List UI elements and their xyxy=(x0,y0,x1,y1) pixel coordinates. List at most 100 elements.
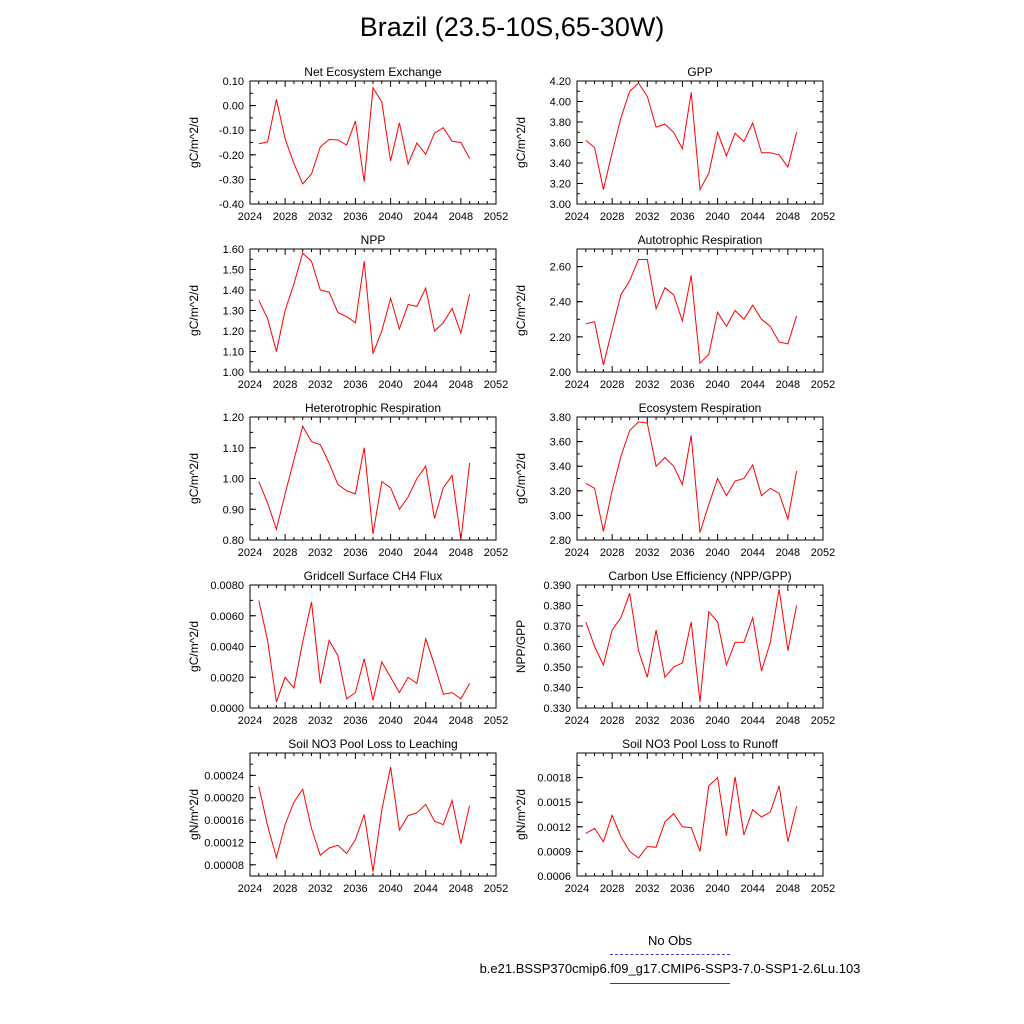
x-tick-label: 2040 xyxy=(378,883,402,895)
y-tick-label: 0.330 xyxy=(543,703,571,715)
y-tick-label: 2.80 xyxy=(550,535,571,547)
x-tick-label: 2048 xyxy=(776,211,800,223)
x-tick-label: 2040 xyxy=(705,547,729,559)
x-tick-label: 2028 xyxy=(273,883,297,895)
y-tick-label: 1.60 xyxy=(223,244,244,256)
x-tick-label: 2024 xyxy=(565,715,589,727)
y-tick-label: 3.00 xyxy=(550,510,571,522)
x-tick-label: 2044 xyxy=(413,547,437,559)
y-tick-label: 1.10 xyxy=(223,443,244,455)
x-tick-label: 2028 xyxy=(273,379,297,391)
plot-frame xyxy=(249,752,497,877)
x-tick-label: 2028 xyxy=(273,547,297,559)
series-line xyxy=(585,776,798,859)
x-tick-label: 2028 xyxy=(273,211,297,223)
x-tick-label: 2024 xyxy=(565,379,589,391)
y-tick-label: 0.0000 xyxy=(210,703,244,715)
y-axis-label: NPP/GPP xyxy=(514,620,528,673)
x-tick-label: 2044 xyxy=(740,211,764,223)
y-tick-label: 3.40 xyxy=(550,158,571,170)
panel-title: Soil NO3 Pool Loss to Runoff xyxy=(622,737,779,751)
y-axis-label: gN/m^2/d xyxy=(514,789,528,840)
y-tick-label: -0.40 xyxy=(219,199,244,211)
y-tick-label: 1.20 xyxy=(223,412,244,424)
x-tick-label: 2052 xyxy=(811,379,835,391)
y-axis-label: gC/m^2/d xyxy=(187,453,201,504)
y-tick-label: 0.00016 xyxy=(204,815,244,827)
x-tick-label: 2036 xyxy=(670,211,694,223)
y-tick-label: 3.60 xyxy=(550,437,571,449)
y-tick-label: 3.80 xyxy=(550,117,571,129)
x-tick-label: 2048 xyxy=(449,211,473,223)
legend-case-label: b.e21.BSSP370cmip6.f09_g17.CMIP6-SSP3-7.… xyxy=(479,961,861,976)
panel-title: Net Ecosystem Exchange xyxy=(304,65,442,79)
x-tick-label: 2044 xyxy=(740,379,764,391)
x-tick-label: 2048 xyxy=(776,883,800,895)
x-tick-label: 2032 xyxy=(635,883,659,895)
x-tick-label: 2048 xyxy=(449,715,473,727)
x-tick-label: 2024 xyxy=(565,883,589,895)
y-tick-label: 1.10 xyxy=(223,347,244,359)
y-tick-label: 0.0006 xyxy=(537,871,571,883)
x-tick-label: 2036 xyxy=(343,883,367,895)
y-tick-label: 0.00012 xyxy=(204,837,244,849)
x-tick-label: 2044 xyxy=(413,883,437,895)
y-tick-label: 0.0040 xyxy=(210,642,244,654)
chart-panel: Carbon Use Efficiency (NPP/GPP) NPP/GPP 20… xyxy=(514,569,835,727)
y-tick-label: 0.00020 xyxy=(204,793,244,805)
y-tick-label: 2.60 xyxy=(550,262,571,274)
y-tick-label: 0.0012 xyxy=(537,822,571,834)
y-axis-label: gC/m^2/d xyxy=(514,285,528,336)
panel-title: NPP xyxy=(361,233,386,247)
x-tick-label: 2044 xyxy=(740,715,764,727)
x-tick-label: 2036 xyxy=(670,379,694,391)
y-tick-label: 0.00 xyxy=(223,101,244,113)
x-tick-label: 2052 xyxy=(484,883,508,895)
series-line xyxy=(585,82,798,192)
y-tick-label: 0.360 xyxy=(543,642,571,654)
series-line xyxy=(585,421,798,533)
chart-panel: NPP gC/m^2/d 2024 2028 2032 2036 2040 2044 2048 2… xyxy=(187,233,508,391)
y-tick-label: 0.80 xyxy=(223,535,244,547)
x-tick-label: 2048 xyxy=(776,379,800,391)
y-axis-label: gC/m^2/d xyxy=(187,117,201,168)
plot-frame xyxy=(576,416,824,541)
x-tick-label: 2032 xyxy=(635,211,659,223)
y-tick-label: 0.0060 xyxy=(210,611,244,623)
y-tick-label: 1.40 xyxy=(223,285,244,297)
y-tick-label: 0.370 xyxy=(543,621,571,633)
chart-panel: Soil NO3 Pool Loss to Runoff gN/m^2/d 2024… xyxy=(514,737,835,895)
legend-obs-line xyxy=(610,954,730,955)
y-tick-label: 2.40 xyxy=(550,297,571,309)
x-tick-label: 2024 xyxy=(238,715,262,727)
x-tick-label: 2036 xyxy=(343,379,367,391)
y-tick-label: 4.00 xyxy=(550,97,571,109)
panel-title: Carbon Use Efficiency (NPP/GPP) xyxy=(608,569,791,583)
x-tick-label: 2024 xyxy=(565,211,589,223)
x-tick-label: 2028 xyxy=(600,547,624,559)
y-tick-label: -0.10 xyxy=(219,125,244,137)
y-tick-label: 0.00024 xyxy=(204,770,244,782)
y-axis-label: gC/m^2/d xyxy=(514,453,528,504)
y-axis-label: gN/m^2/d xyxy=(187,789,201,840)
chart-panel: Ecosystem Respiration gC/m^2/d 2024 2028 203… xyxy=(514,401,835,559)
x-tick-label: 2052 xyxy=(811,715,835,727)
series-line xyxy=(258,86,471,185)
y-tick-label: 1.50 xyxy=(223,265,244,277)
y-tick-label: 0.380 xyxy=(543,601,571,613)
plot-frame xyxy=(576,752,824,877)
panel-title: Ecosystem Respiration xyxy=(639,401,762,415)
y-tick-label: 3.20 xyxy=(550,486,571,498)
y-tick-label: 3.00 xyxy=(550,199,571,211)
x-tick-label: 2036 xyxy=(343,547,367,559)
x-tick-label: 2044 xyxy=(413,715,437,727)
y-tick-label: 0.10 xyxy=(223,76,244,88)
y-tick-label: 2.20 xyxy=(550,332,571,344)
panel-title: Autotrophic Respiration xyxy=(638,233,763,247)
y-axis-label: gC/m^2/d xyxy=(187,621,201,672)
y-tick-label: 0.0009 xyxy=(537,846,571,858)
y-tick-label: 3.20 xyxy=(550,179,571,191)
x-tick-label: 2052 xyxy=(811,883,835,895)
x-tick-label: 2040 xyxy=(378,547,402,559)
plot-frame xyxy=(576,584,824,709)
